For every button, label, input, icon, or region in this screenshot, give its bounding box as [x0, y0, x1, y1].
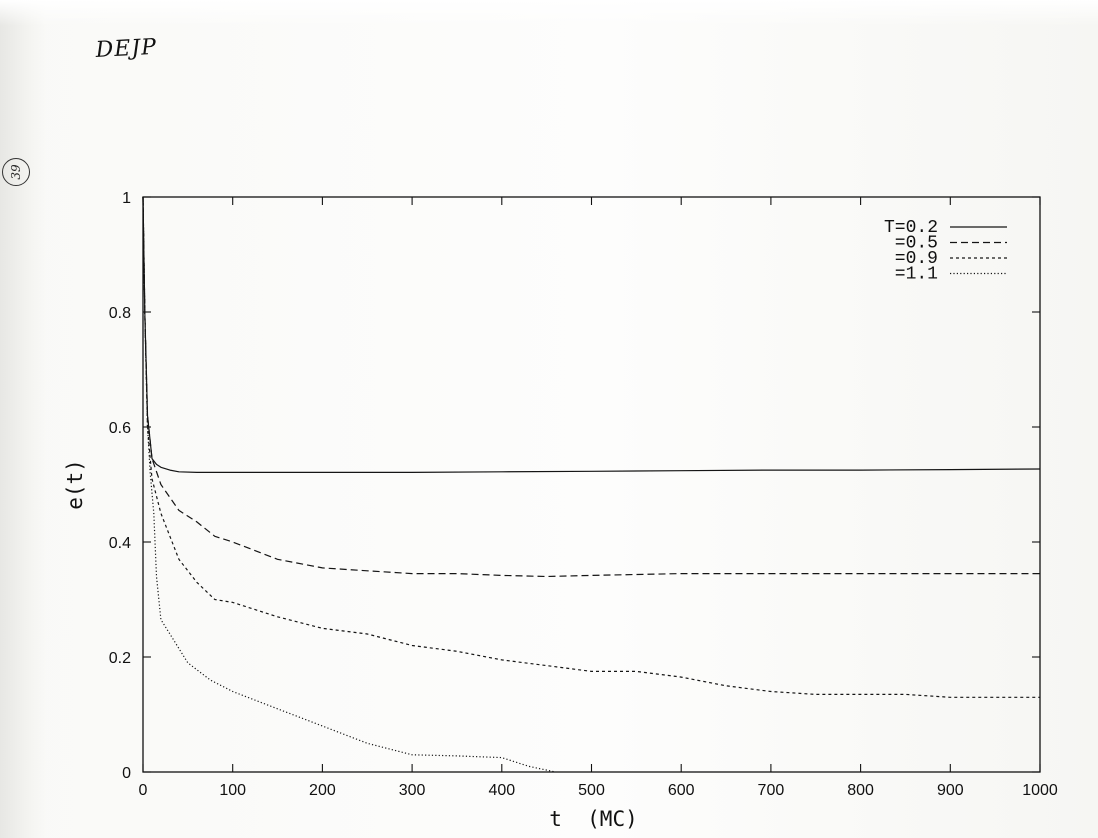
- x-tick-label: 1000: [1022, 782, 1058, 799]
- x-tick-label: 400: [488, 782, 515, 799]
- x-tick-label: 500: [578, 782, 605, 799]
- legend-label: =1.1: [895, 265, 938, 285]
- binding-shadow: [0, 0, 46, 838]
- x-tick-label: 600: [668, 782, 695, 799]
- y-tick-label: 0: [122, 765, 131, 782]
- y-tick-label: 0.6: [109, 420, 131, 437]
- series-line-3: [142, 196, 556, 773]
- tick-labels: 0 100 200 300 400 500 600 700 800 900 1000 0 0.2 0.4 0…: [109, 190, 1058, 799]
- legend-label: T=0.2: [884, 218, 938, 238]
- series-lines: [142, 196, 1041, 773]
- x-tick-label: 800: [847, 782, 874, 799]
- legend: T=0.2=0.5=0.9=1.1: [884, 218, 1007, 285]
- legend-label: =0.9: [895, 249, 938, 269]
- y-tick-label: 1: [122, 190, 131, 207]
- x-tick-label: 700: [758, 782, 785, 799]
- y-tick-label: 0.8: [109, 305, 131, 322]
- y-axis-label: e(t): [63, 459, 87, 510]
- legend-label: =0.5: [895, 234, 938, 254]
- x-axis-label: t (MC): [549, 807, 638, 831]
- plot-frame: [142, 196, 1041, 773]
- x-tick-label: 900: [937, 782, 964, 799]
- y-tick-label: 0.4: [109, 535, 131, 552]
- series-line-1: [142, 196, 1040, 578]
- page-edge: [0, 0, 1098, 26]
- x-tick-label: 300: [399, 782, 426, 799]
- x-tick-label: 0: [139, 782, 148, 799]
- y-tick-label: 0.2: [109, 650, 131, 667]
- series-line-2: [142, 196, 1040, 698]
- series-line-0: [142, 196, 1041, 473]
- x-tick-label: 100: [219, 782, 246, 799]
- x-tick-label: 200: [309, 782, 336, 799]
